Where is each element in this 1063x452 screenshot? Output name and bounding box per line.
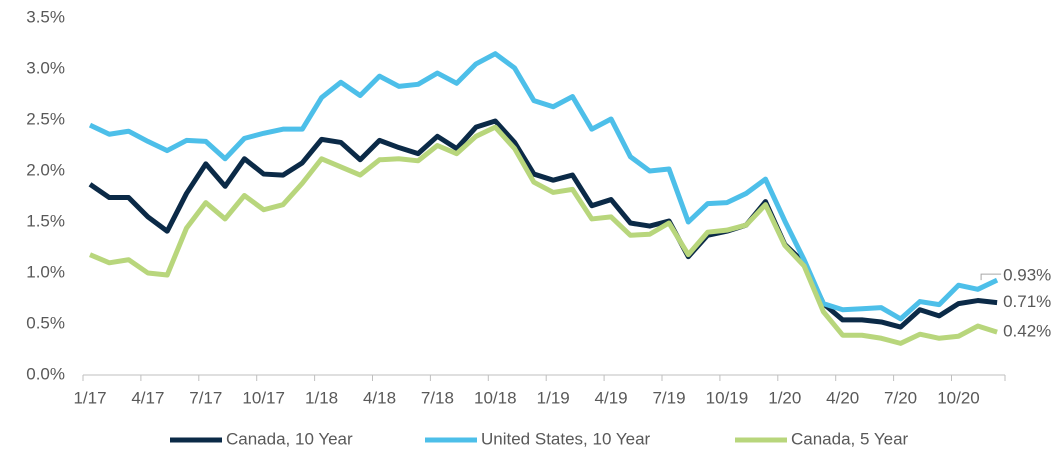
x-tick-label: 1/17 (73, 388, 106, 407)
series-line (88, 51, 999, 322)
x-tick-label: 4/20 (826, 388, 859, 407)
x-tick-label: 4/17 (131, 388, 164, 407)
y-tick-label: 1.0% (26, 262, 65, 281)
x-tick-label: 1/20 (768, 388, 801, 407)
y-tick-label: 3.5% (26, 7, 65, 26)
x-tick-label: 4/18 (363, 388, 396, 407)
x-tick-label: 1/19 (537, 388, 570, 407)
x-tick-label: 7/18 (421, 388, 454, 407)
legend-label: United States, 10 Year (481, 429, 651, 448)
x-tick-label: 4/19 (595, 388, 628, 407)
x-tick-label: 7/19 (652, 388, 685, 407)
series-line (89, 124, 998, 346)
x-tick-label: 1/18 (305, 388, 338, 407)
x-tick-label: 7/20 (884, 388, 917, 407)
y-tick-label: 3.0% (26, 58, 65, 77)
y-tick-label: 1.5% (26, 211, 65, 230)
leader-line (980, 273, 1002, 281)
y-tick-label: 2.5% (26, 109, 65, 128)
legend-label: Canada, 10 Year (226, 429, 353, 448)
x-tick-label: 10/20 (937, 388, 980, 407)
value-label: 0.93% (1003, 266, 1051, 285)
value-label: 0.42% (1003, 322, 1051, 341)
x-tick-label: 7/17 (189, 388, 222, 407)
x-tick-label: 10/18 (474, 388, 517, 407)
y-tick-label: 0.5% (26, 313, 65, 332)
series-line (88, 118, 998, 330)
y-tick-label: 0.0% (26, 364, 65, 383)
x-tick-label: 10/17 (242, 388, 285, 407)
y-tick-label: 2.0% (26, 160, 65, 179)
legend-label: Canada, 5 Year (791, 429, 909, 448)
x-tick-label: 10/19 (706, 388, 749, 407)
value-label: 0.71% (1003, 292, 1051, 311)
